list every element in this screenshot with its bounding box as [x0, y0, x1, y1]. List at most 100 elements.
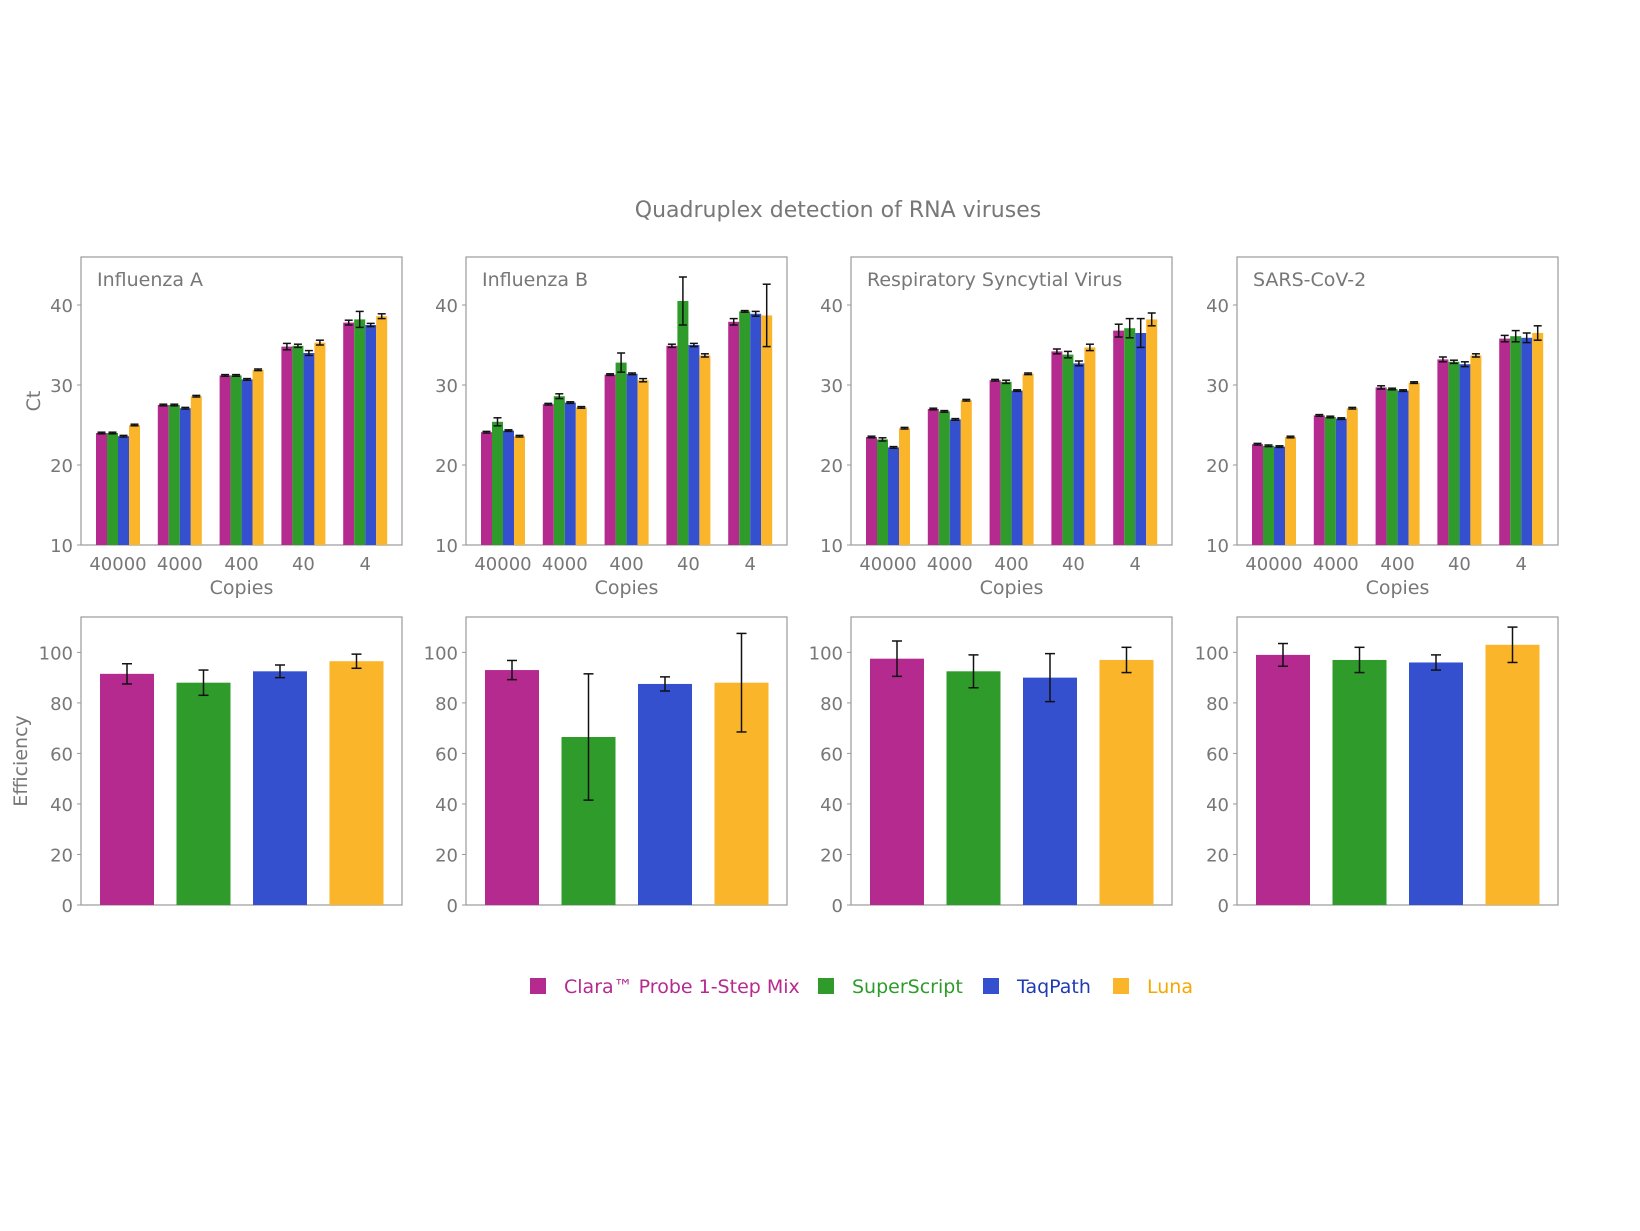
ct-bar [1011, 390, 1023, 545]
ct-bar [938, 411, 950, 545]
efficiency-bar [1332, 659, 1387, 905]
efficiency-bar [1256, 654, 1310, 905]
ct-bar [303, 353, 315, 545]
legend-swatch [983, 978, 999, 994]
y-tick-label: 20 [820, 456, 843, 477]
legend-swatch [1113, 978, 1129, 994]
ct-bar [604, 374, 616, 545]
y-tick-label: 80 [1206, 694, 1229, 715]
ct-bar [1022, 373, 1034, 545]
ct-bar [1346, 408, 1358, 545]
ct-bar [343, 322, 355, 545]
ct-panel-title: SARS-CoV-2 [1253, 269, 1366, 291]
x-axis-label: Copies [980, 577, 1044, 599]
ct-bar [1051, 351, 1063, 545]
ct-bar [252, 369, 264, 545]
ct-bar [365, 325, 377, 545]
y-tick-label: 20 [435, 845, 458, 866]
ct-bar [699, 355, 711, 545]
y-tick-label: 80 [50, 694, 73, 715]
efficiency-bar [176, 682, 231, 905]
ct-bar [637, 380, 649, 545]
y-tick-label: 40 [1206, 795, 1229, 816]
x-tick-label: 40000 [1245, 554, 1302, 575]
ct-bar [989, 380, 1001, 545]
ct-panel-title: Respiratory Syncytial Virus [867, 269, 1122, 291]
ct-bar [107, 433, 118, 545]
x-tick-label: 400 [1380, 554, 1414, 575]
legend-label: TaqPath [1016, 976, 1091, 998]
ct-bar [514, 436, 525, 545]
y-tick-label: 40 [50, 296, 73, 317]
efficiency-bar [100, 673, 154, 905]
x-axis-label: Copies [595, 577, 659, 599]
ct-bar [575, 407, 587, 545]
efficiency-panel-frame [465, 616, 788, 906]
y-tick-label: 100 [424, 643, 458, 664]
y-tick-label: 100 [39, 643, 73, 664]
y-tick-label: 60 [820, 744, 843, 765]
ct-bar [927, 409, 939, 545]
x-axis-label: Copies [1366, 577, 1430, 599]
ct-bar [281, 346, 293, 545]
ct-bar [190, 396, 202, 545]
x-tick-label: 40000 [859, 554, 916, 575]
x-tick-label: 400 [224, 554, 258, 575]
ct-bar [1499, 338, 1511, 545]
x-axis-label: Copies [210, 577, 274, 599]
ct-bar [688, 345, 700, 545]
ct-bar [761, 315, 773, 545]
y-tick-label: 100 [809, 643, 843, 664]
ct-bar [615, 362, 627, 545]
x-tick-label: 400 [609, 554, 643, 575]
ct-panel-title: Influenza B [482, 269, 588, 291]
y-tick-label: 20 [435, 456, 458, 477]
ct-bar [564, 402, 576, 545]
ct-bar [314, 342, 326, 545]
ct-bar [626, 373, 638, 545]
ct-bar [1335, 418, 1347, 545]
y-tick-label: 40 [820, 296, 843, 317]
ct-bar [354, 319, 366, 545]
chart-title: Quadruplex detection of RNA viruses [635, 198, 1041, 223]
efficiency-bar [329, 661, 384, 905]
ct-bar [481, 432, 492, 545]
ct-bar [1124, 328, 1136, 545]
ct-bar [1521, 337, 1533, 545]
y-tick-label: 30 [435, 376, 458, 397]
ct-bar [1135, 333, 1147, 545]
ct-bar [1459, 364, 1471, 545]
efficiency-bar [1099, 659, 1154, 905]
legend-label: SuperScript [852, 976, 963, 998]
y-tick-label: 30 [50, 376, 73, 397]
ct-bar [168, 405, 180, 545]
y-tick-label: 0 [1218, 896, 1229, 917]
ct-bar [750, 313, 762, 545]
efficiency-bar [946, 671, 1001, 905]
x-tick-label: 4000 [1313, 554, 1359, 575]
ct-bar [888, 447, 899, 545]
legend-swatch [818, 978, 834, 994]
y-tick-label: 40 [50, 795, 73, 816]
efficiency-bar [253, 671, 307, 905]
efficiency-bar [485, 670, 539, 905]
y-tick-label: 20 [50, 456, 73, 477]
y-tick-label: 60 [50, 744, 73, 765]
y-tick-label: 60 [435, 744, 458, 765]
ct-bar [1437, 359, 1449, 545]
x-tick-label: 4000 [157, 554, 203, 575]
ct-bar [1113, 330, 1125, 545]
ct-bar [1313, 415, 1325, 545]
x-tick-label: 4 [1129, 554, 1140, 575]
y-tick-label: 100 [1195, 643, 1229, 664]
ct-bar [899, 428, 910, 545]
ct-bar [553, 396, 565, 545]
x-tick-label: 40 [1062, 554, 1085, 575]
y-tick-label: 20 [820, 845, 843, 866]
y-axis-label-efficiency: Efficiency [10, 715, 32, 807]
legend-label: Luna [1147, 976, 1193, 998]
ct-bar [1324, 417, 1336, 545]
ct-bar [949, 419, 961, 545]
efficiency-panel-frame [850, 616, 1173, 906]
